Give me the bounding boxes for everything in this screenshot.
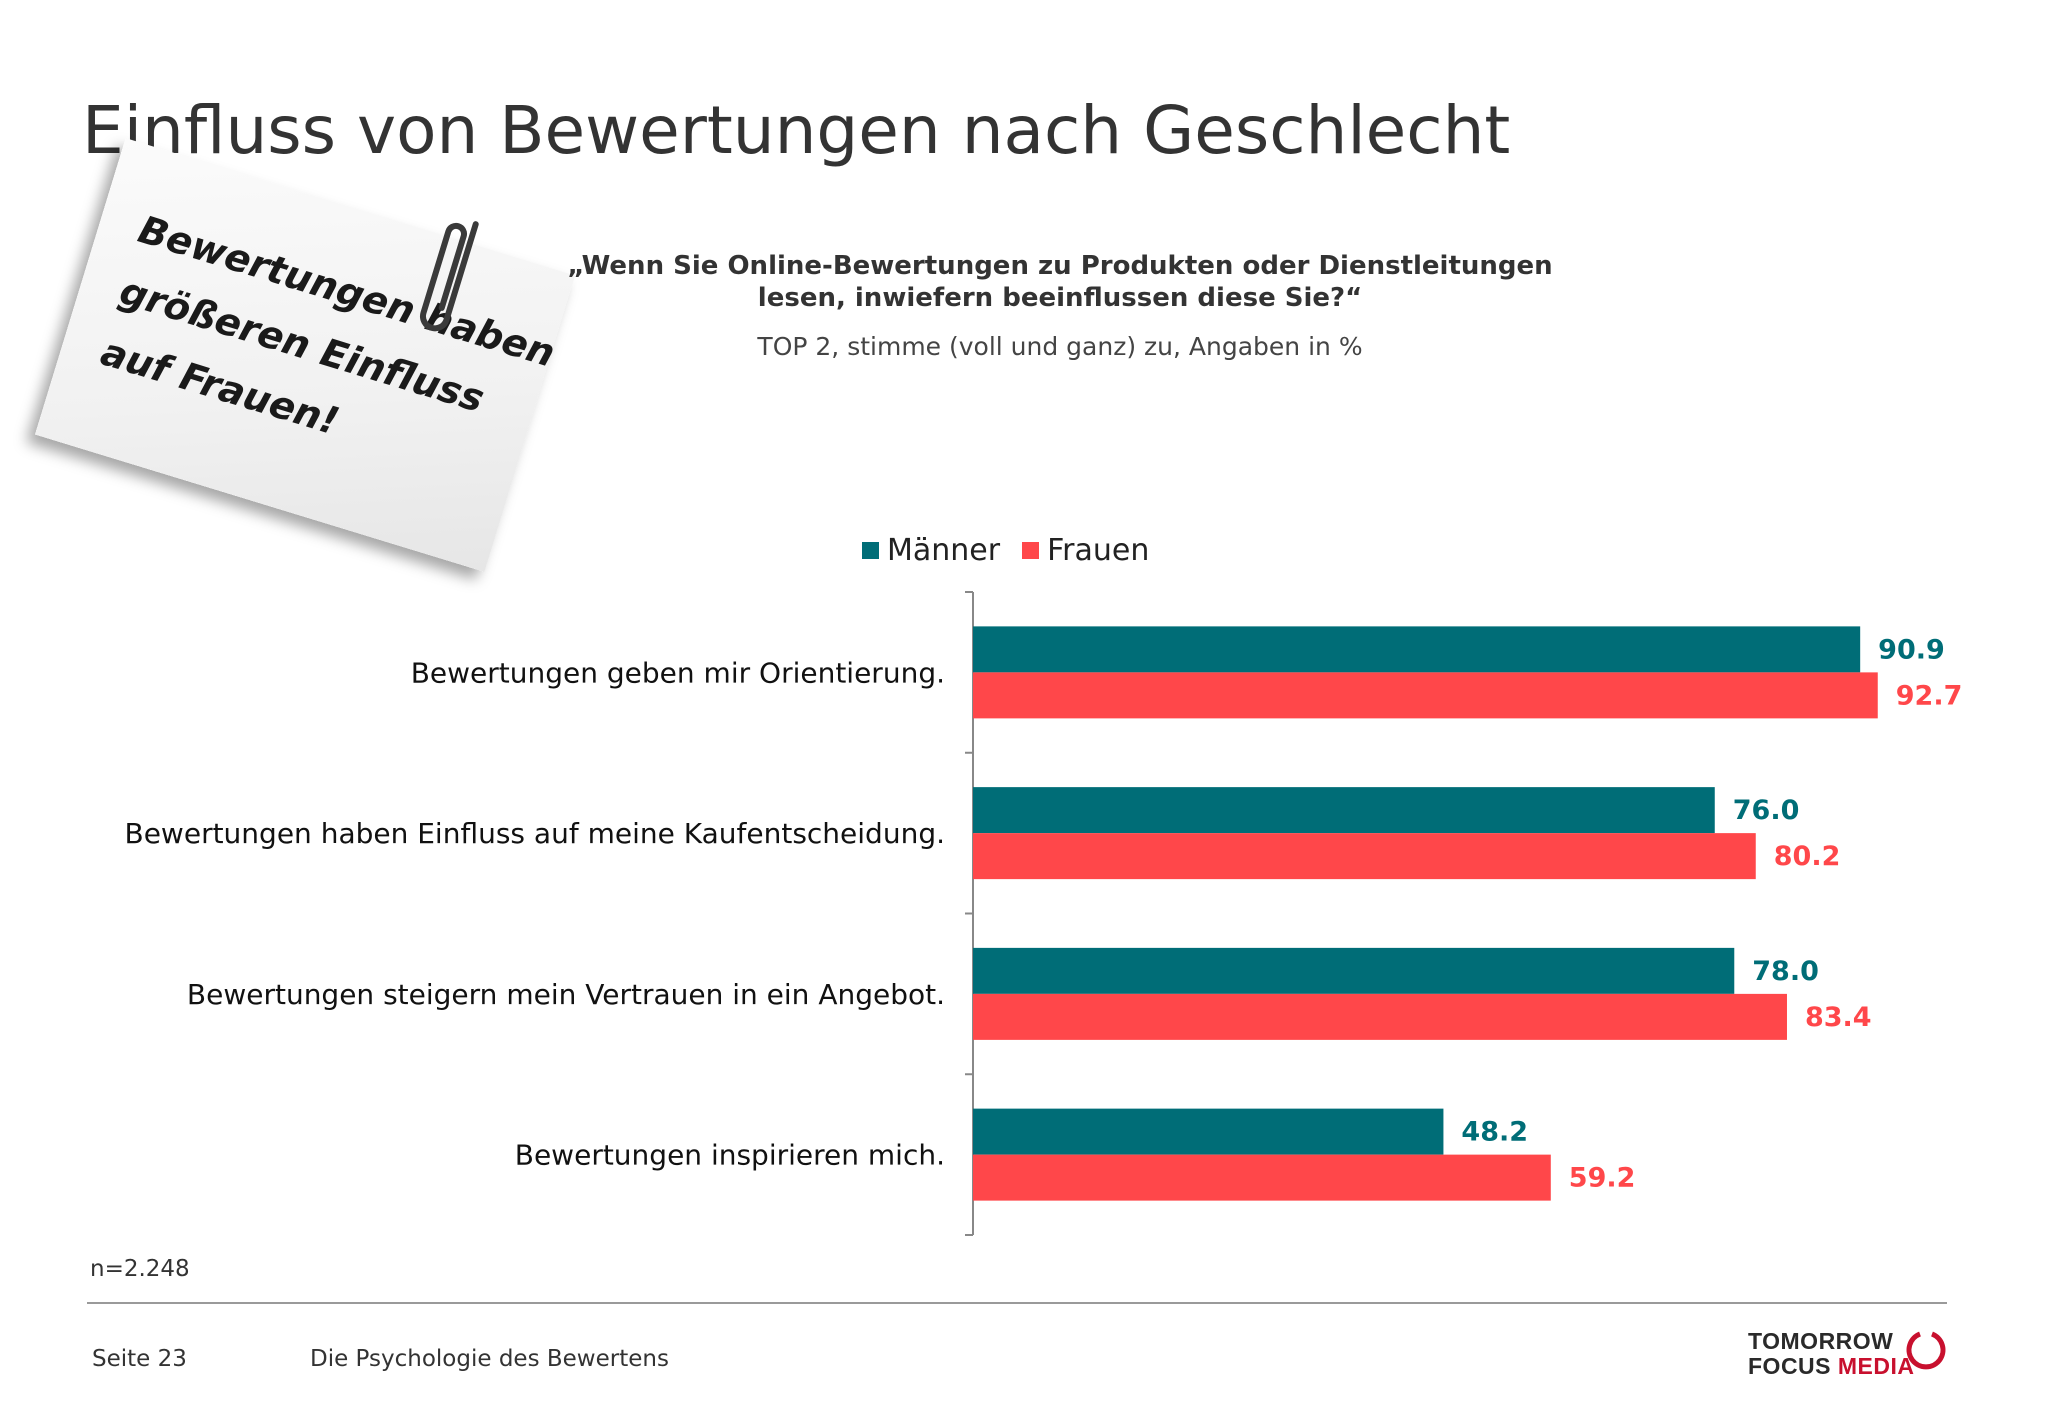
legend-label-maenner: Männer xyxy=(887,532,1001,568)
logo-ring-icon xyxy=(1906,1331,1946,1370)
data-label-maenner: 76.0 xyxy=(1733,795,1800,826)
legend-swatch-maenner xyxy=(862,541,879,559)
data-label-maenner: 48.2 xyxy=(1461,1117,1528,1148)
bar-maenner xyxy=(973,1108,1444,1155)
legend-item-maenner: Männer xyxy=(862,533,1000,568)
chart-legend: Männer Frauen xyxy=(862,530,1149,570)
legend-item-frauen: Frauen xyxy=(1022,533,1149,568)
page-title: Einfluss von Bewertungen nach Geschlecht xyxy=(82,92,1511,169)
category-label: Bewertungen inspirieren mich. xyxy=(515,1139,945,1172)
data-label-maenner: 78.0 xyxy=(1752,956,1819,987)
bar-frauen xyxy=(973,672,1878,719)
data-label-frauen: 83.4 xyxy=(1805,1002,1872,1033)
bar-maenner xyxy=(973,947,1735,994)
chart-subtitle: TOP 2, stimme (voll und ganz) zu, Angabe… xyxy=(757,332,1363,361)
logo-line-1: TOMORROW xyxy=(1748,1328,1894,1354)
data-label-frauen: 92.7 xyxy=(1896,680,1963,711)
data-label-maenner: 90.9 xyxy=(1878,634,1945,665)
bar-maenner xyxy=(973,626,1861,673)
category-label: Bewertungen haben Einfluss auf meine Kau… xyxy=(125,817,946,850)
logo-line-2: FOCUS MEDIA xyxy=(1748,1353,1915,1380)
page-number: Seite 23 xyxy=(92,1346,187,1372)
sample-size: n=2.248 xyxy=(90,1256,190,1282)
paperclip-icon xyxy=(420,221,479,332)
legend-label-frauen: Frauen xyxy=(1047,532,1150,568)
category-label: Bewertungen steigern mein Vertrauen in e… xyxy=(187,978,945,1011)
data-label-frauen: 59.2 xyxy=(1569,1163,1636,1194)
bar-maenner xyxy=(973,787,1715,834)
logo-word-focus: FOCUS xyxy=(1748,1353,1831,1379)
logo-word-media: MEDIA xyxy=(1837,1353,1915,1379)
data-label-frauen: 80.2 xyxy=(1774,841,1841,872)
footer-title: Die Psychologie des Bewertens xyxy=(310,1346,669,1372)
legend-swatch-frauen xyxy=(1022,541,1040,559)
footer-divider xyxy=(87,1302,1947,1304)
company-logo: TOMORROW FOCUS MEDIA xyxy=(1748,1328,1948,1380)
bar-frauen xyxy=(973,1154,1551,1201)
category-label: Bewertungen geben mir Orientierung. xyxy=(411,656,945,689)
question-line-1: „Wenn Sie Online-Bewertungen zu Produkte… xyxy=(567,251,1553,281)
survey-question: „Wenn Sie Online-Bewertungen zu Produkte… xyxy=(500,250,1620,314)
question-line-2: lesen, inwiefern beeinflussen diese Sie?… xyxy=(757,283,1363,313)
bar-frauen xyxy=(973,833,1756,880)
sticky-note: Bewertungen haben größeren Einfluss auf … xyxy=(34,138,576,572)
bar-frauen xyxy=(973,993,1787,1040)
